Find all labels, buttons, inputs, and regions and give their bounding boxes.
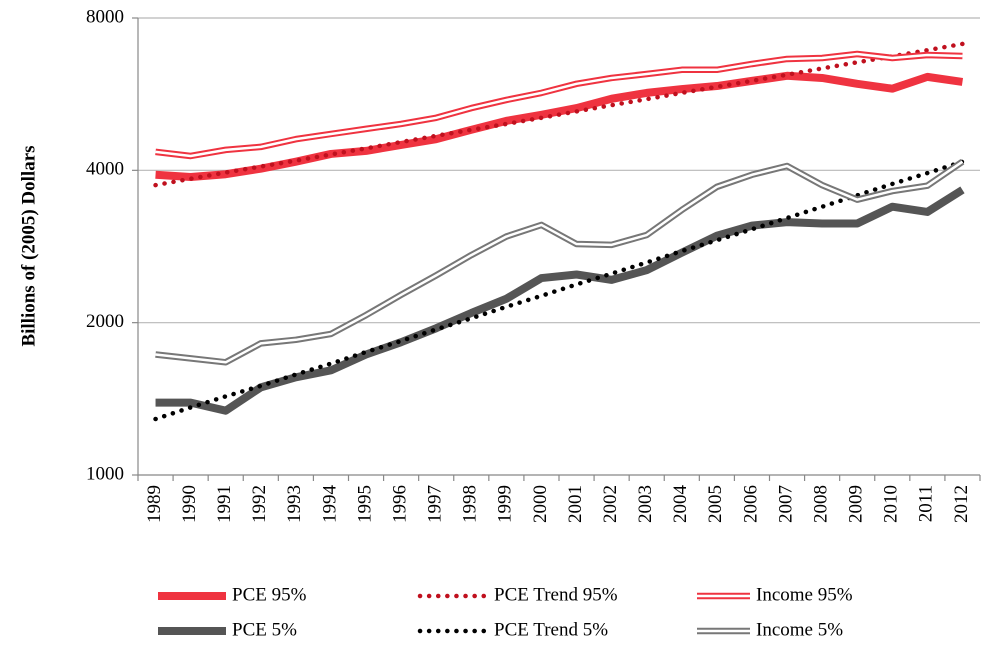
x-tick-label: 2004 (670, 485, 691, 524)
x-tick-label: 1999 (495, 485, 516, 523)
x-tick-label: 1995 (354, 485, 375, 523)
x-tick-label: 1989 (144, 485, 165, 523)
x-tick-label: 1997 (425, 485, 446, 523)
legend-label: Income 5% (756, 619, 843, 640)
x-tick-label: 2006 (740, 485, 761, 523)
x-tick-label: 2010 (881, 485, 902, 523)
legend-label: PCE Trend 5% (494, 619, 608, 640)
y-tick-label: 1000 (86, 463, 124, 484)
x-tick-label: 2009 (846, 485, 867, 523)
legend-label: Income 95% (756, 584, 853, 605)
series-line (155, 186, 965, 415)
x-tick-label: 2012 (951, 485, 972, 523)
series-line (153, 41, 965, 188)
x-tick-label: 2008 (810, 485, 831, 523)
series-line (155, 50, 963, 160)
legend-label: PCE Trend 95% (494, 584, 618, 605)
x-tick-label: 2002 (600, 485, 621, 523)
y-tick-label: 2000 (86, 311, 124, 332)
x-tick-label: 2000 (530, 485, 551, 523)
x-tick-label: 1991 (214, 485, 235, 523)
x-tick-label: 2011 (916, 485, 937, 522)
series-line (153, 159, 965, 422)
y-axis-label: Billions of (2005) Dollars (18, 145, 39, 346)
x-tick-label: 1996 (389, 485, 410, 523)
x-tick-label: 1993 (284, 485, 305, 523)
series-line-inner (155, 52, 963, 158)
x-tick-label: 2003 (635, 485, 656, 523)
x-tick-label: 2001 (565, 485, 586, 523)
x-tick-label: 1990 (179, 485, 200, 523)
series-line-inner (155, 160, 964, 364)
y-tick-label: 8000 (86, 6, 124, 27)
x-tick-label: 1994 (319, 485, 340, 524)
legend-label: PCE 95% (232, 584, 307, 605)
y-tick-label: 4000 (86, 159, 124, 180)
x-tick-label: 2005 (705, 485, 726, 523)
legend-label: PCE 5% (232, 619, 297, 640)
x-tick-label: 1998 (460, 485, 481, 523)
x-tick-label: 1992 (249, 485, 270, 523)
x-tick-label: 2007 (775, 485, 796, 523)
